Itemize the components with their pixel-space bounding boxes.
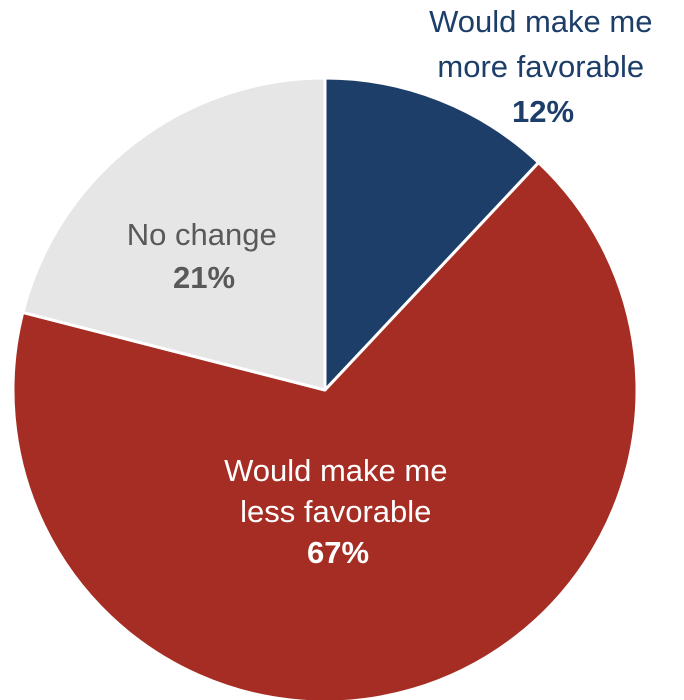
slice-no-change — [21, 76, 327, 392]
slice-label-less-favorable: Would make me less favorable 67% — [224, 453, 452, 570]
slice-label-more-favorable: Would make me more favorable 12% — [429, 4, 657, 129]
slice-label-less-favorable-line-1: Would make me — [224, 453, 447, 488]
pie-slices — [11, 76, 639, 700]
slice-less-favorable — [11, 161, 639, 700]
slice-value-less-favorable: 67% — [307, 535, 369, 570]
slice-label-no-change-line-1: No change — [127, 217, 277, 252]
slice-value-no-change: 21% — [173, 260, 235, 295]
slice-label-no-change: No change 21% — [127, 217, 281, 295]
slice-value-more-favorable: 12% — [512, 94, 574, 129]
slice-label-less-favorable-line-2: less favorable — [240, 494, 431, 529]
slice-label-more-favorable-line-1: Would make me — [429, 4, 652, 39]
slice-label-more-favorable-line-2: more favorable — [437, 49, 644, 84]
slice-more-favorable — [323, 76, 541, 392]
